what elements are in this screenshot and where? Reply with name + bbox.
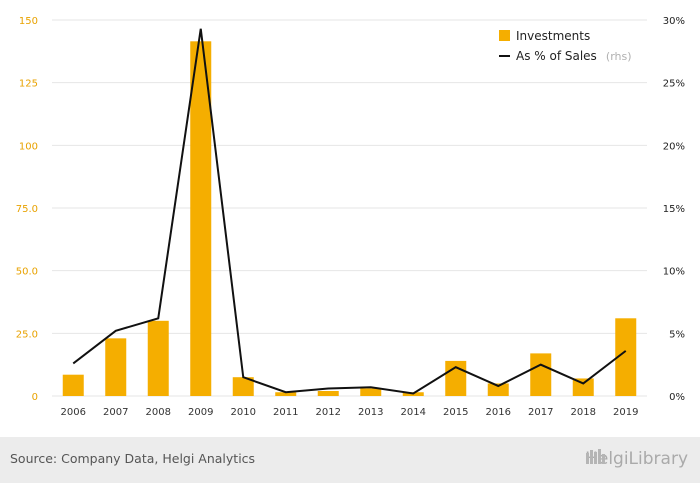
source-text: Source: Company Data, Helgi Analytics bbox=[10, 451, 256, 466]
x-tick-label: 2010 bbox=[231, 407, 256, 418]
bar-2011 bbox=[275, 392, 297, 396]
legend-rhs-note: (rhs) bbox=[606, 50, 632, 63]
x-tick-label: 2015 bbox=[443, 407, 468, 418]
right-tick-label: 10% bbox=[663, 267, 685, 278]
x-tick-label: 2009 bbox=[188, 407, 213, 418]
x-tick-label: 2013 bbox=[358, 407, 383, 418]
legend-investments-label: Investments bbox=[516, 29, 590, 43]
left-tick-label: 50.0 bbox=[16, 267, 38, 278]
bar-2006 bbox=[62, 374, 84, 396]
investments-chart: 0 25.0 50.0 75.0 100 125 150 0% 5% 10% 15% 20% 25% 3… bbox=[16, 16, 685, 418]
bar-2016 bbox=[487, 383, 509, 396]
bar-2009 bbox=[190, 41, 212, 396]
left-tick-label: 0 bbox=[32, 392, 38, 403]
x-tick-label: 2018 bbox=[571, 407, 596, 418]
left-tick-label: 150 bbox=[19, 16, 38, 27]
right-tick-label: 5% bbox=[669, 329, 685, 340]
bar-2017 bbox=[530, 353, 552, 396]
bar-series bbox=[62, 41, 637, 396]
sales-pct-line bbox=[72, 28, 627, 395]
x-tick-label: 2007 bbox=[103, 407, 128, 418]
x-tick-label: 2017 bbox=[528, 407, 553, 418]
right-tick-label: 20% bbox=[663, 141, 685, 152]
legend: Investments As % of Sales (rhs) bbox=[499, 29, 632, 64]
footer-bar: Source: Company Data, Helgi Analytics He… bbox=[0, 437, 700, 483]
x-tick-label: 2016 bbox=[486, 407, 511, 418]
right-axis-ticks: 0% 5% 10% 15% 20% 25% 30% bbox=[663, 16, 685, 403]
bar-2013 bbox=[360, 388, 382, 396]
x-tick-label: 2008 bbox=[146, 407, 171, 418]
left-axis-ticks: 0 25.0 50.0 75.0 100 125 150 bbox=[16, 16, 38, 403]
grid bbox=[52, 19, 647, 397]
bar-2018 bbox=[572, 378, 594, 396]
bar-2010 bbox=[232, 377, 254, 396]
brand-name: HelgiLibrary bbox=[585, 449, 688, 469]
x-axis-ticks: 2006 2007 2008 2009 2010 2011 2012 2013 2014 2015… bbox=[61, 407, 639, 418]
x-tick-label: 2014 bbox=[401, 407, 426, 418]
legend-sales-label: As % of Sales bbox=[516, 49, 597, 63]
bar-2008 bbox=[147, 320, 169, 396]
legend-sales-label-group: As % of Sales (rhs) bbox=[516, 45, 632, 64]
bar-2007 bbox=[105, 338, 127, 396]
right-tick-label: 30% bbox=[663, 16, 685, 27]
left-tick-label: 125 bbox=[19, 79, 38, 90]
x-tick-label: 2011 bbox=[273, 407, 298, 418]
left-tick-label: 100 bbox=[19, 141, 38, 152]
x-tick-label: 2019 bbox=[613, 407, 638, 418]
line-series-layer bbox=[72, 28, 627, 395]
legend-bar-swatch bbox=[499, 30, 510, 41]
left-tick-label: 25.0 bbox=[16, 329, 38, 340]
bar-2019 bbox=[615, 318, 637, 396]
right-tick-label: 0% bbox=[669, 392, 685, 403]
x-tick-label: 2006 bbox=[61, 407, 86, 418]
right-tick-label: 25% bbox=[663, 79, 685, 90]
helgi-library-logo: HelgiLibrary bbox=[585, 447, 688, 471]
right-tick-label: 15% bbox=[663, 204, 685, 215]
x-tick-label: 2012 bbox=[316, 407, 341, 418]
left-tick-label: 75.0 bbox=[16, 204, 38, 215]
library-books-icon bbox=[586, 449, 606, 464]
bar-2012 bbox=[317, 390, 339, 396]
